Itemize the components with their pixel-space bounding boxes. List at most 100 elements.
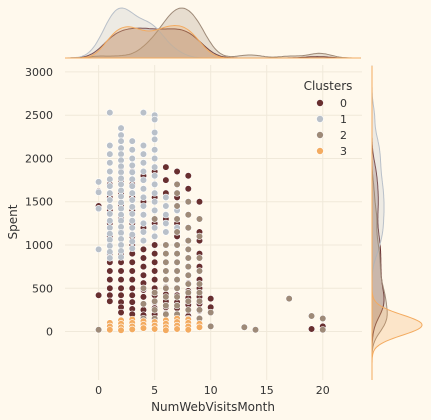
- point-cluster-3: [106, 326, 114, 334]
- point-cluster-0: [307, 325, 316, 333]
- point-cluster-2: [162, 250, 170, 258]
- point-cluster-1: [95, 188, 103, 196]
- point-cluster-2: [184, 211, 192, 219]
- y-tick-label: 0: [46, 326, 53, 339]
- point-cluster-1: [106, 210, 114, 218]
- point-cluster-2: [162, 267, 170, 275]
- point-cluster-1: [95, 245, 103, 253]
- point-cluster-2: [251, 326, 260, 334]
- point-cluster-1: [117, 168, 125, 176]
- y-tick-label: 3000: [25, 66, 53, 79]
- point-cluster-2: [184, 288, 192, 297]
- point-cluster-0: [117, 276, 125, 284]
- point-cluster-1: [139, 219, 148, 227]
- point-cluster-2: [139, 284, 148, 292]
- point-cluster-1: [151, 128, 159, 137]
- point-cluster-1: [128, 182, 136, 190]
- point-cluster-1: [117, 192, 125, 201]
- point-cluster-2: [195, 280, 204, 288]
- point-cluster-2: [184, 198, 192, 206]
- y-axis-label: Spent: [6, 204, 20, 239]
- y-tick-label: 500: [32, 282, 53, 295]
- point-cluster-2: [173, 293, 181, 301]
- point-cluster-1: [128, 244, 136, 253]
- point-cluster-1: [139, 185, 148, 193]
- point-cluster-0: [195, 198, 204, 206]
- point-cluster-1: [162, 211, 170, 219]
- point-cluster-2: [162, 276, 170, 284]
- point-cluster-1: [117, 229, 125, 237]
- point-cluster-1: [95, 205, 103, 213]
- point-cluster-1: [117, 247, 125, 255]
- point-cluster-2: [173, 180, 181, 189]
- point-cluster-2: [184, 280, 192, 288]
- legend: Clusters 0 1 2 3: [304, 79, 353, 158]
- point-cluster-1: [139, 159, 148, 167]
- point-cluster-1: [151, 154, 159, 163]
- point-cluster-2: [285, 295, 293, 303]
- point-cluster-3: [117, 326, 125, 334]
- point-cluster-0: [151, 241, 159, 249]
- point-cluster-1: [117, 223, 125, 231]
- point-cluster-0: [95, 291, 103, 299]
- point-cluster-1: [151, 115, 159, 124]
- point-cluster-1: [151, 163, 159, 171]
- point-cluster-1: [106, 254, 114, 262]
- point-cluster-0: [106, 291, 114, 299]
- point-cluster-2: [162, 258, 170, 266]
- point-cluster-2: [139, 300, 148, 308]
- point-cluster-3: [195, 323, 204, 331]
- point-cluster-2: [195, 232, 204, 240]
- point-cluster-1: [128, 146, 136, 154]
- point-cluster-1: [106, 217, 114, 225]
- point-cluster-0: [128, 298, 136, 306]
- point-cluster-1: [162, 219, 170, 227]
- point-cluster-1: [128, 231, 136, 239]
- point-cluster-1: [128, 217, 136, 225]
- point-cluster-1: [139, 141, 148, 150]
- point-cluster-1: [151, 172, 159, 180]
- point-cluster-0: [151, 276, 159, 284]
- point-cluster-2: [195, 288, 204, 297]
- point-cluster-0: [128, 276, 136, 284]
- point-cluster-0: [128, 258, 136, 266]
- legend-label-cluster-1: 1: [340, 113, 347, 126]
- point-cluster-1: [106, 224, 114, 232]
- point-cluster-1: [106, 150, 114, 158]
- point-cluster-1: [162, 228, 170, 236]
- point-cluster-1: [117, 137, 125, 145]
- point-cluster-1: [117, 180, 125, 189]
- point-cluster-1: [117, 156, 125, 164]
- point-cluster-2: [95, 326, 103, 334]
- point-cluster-1: [151, 232, 159, 240]
- point-cluster-0: [128, 267, 136, 275]
- point-cluster-2: [173, 250, 181, 258]
- point-cluster-1: [117, 174, 125, 182]
- legend-marker-cluster-0: [316, 99, 324, 107]
- point-cluster-0: [151, 258, 159, 266]
- point-cluster-0: [139, 245, 148, 253]
- point-cluster-1: [151, 146, 159, 154]
- y-tick-label: 1000: [25, 239, 53, 252]
- point-cluster-3: [162, 326, 170, 334]
- legend-title: Clusters: [304, 79, 353, 93]
- point-cluster-3: [173, 325, 181, 333]
- point-cluster-2: [195, 306, 204, 314]
- point-cluster-2: [319, 314, 327, 323]
- point-cluster-2: [173, 301, 181, 310]
- legend-marker-cluster-2: [316, 131, 324, 139]
- point-cluster-1: [128, 203, 136, 211]
- point-cluster-2: [184, 224, 192, 232]
- point-cluster-1: [162, 202, 170, 210]
- point-cluster-0: [162, 163, 170, 171]
- point-cluster-2: [184, 263, 192, 271]
- point-cluster-2: [173, 202, 181, 210]
- point-cluster-2: [173, 258, 181, 266]
- point-cluster-0: [117, 308, 125, 317]
- point-cluster-3: [128, 325, 136, 333]
- point-cluster-2: [207, 308, 215, 317]
- point-cluster-1: [117, 205, 125, 213]
- point-cluster-3: [139, 324, 148, 332]
- point-cluster-2: [151, 215, 159, 223]
